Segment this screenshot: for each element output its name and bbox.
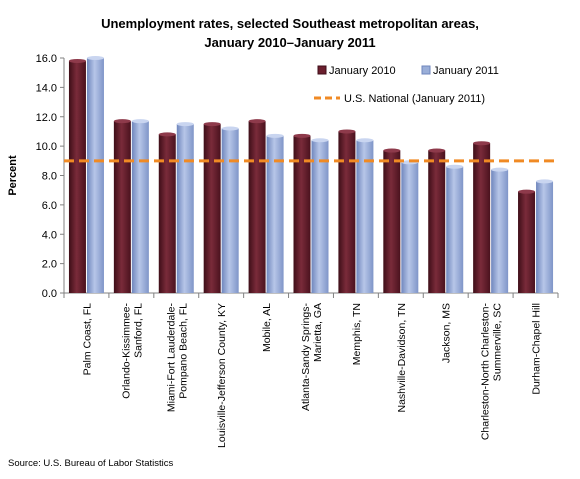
legend-swatch-jan-2011 (421, 65, 431, 75)
x-category-label-line: Memphis, TN (351, 303, 363, 365)
bar-jan-2011 (176, 124, 194, 293)
bar-top (536, 179, 554, 184)
bar-jan-2010 (113, 121, 131, 293)
bar-jan-2010 (203, 124, 221, 293)
x-category-label: Durham-Chapel Hill (531, 303, 543, 395)
x-category-label-line: Atlanta-Sandy Springs- (300, 303, 312, 411)
bar-jan-2010 (248, 121, 266, 293)
y-tick-label: 14.0 (36, 82, 57, 94)
x-category-label: Atlanta-Sandy Springs- Marietta, GA (300, 303, 324, 411)
y-tick-label: 16.0 (36, 53, 57, 65)
x-category-label: Jackson, MS (441, 303, 453, 363)
legend-label: January 2011 (433, 65, 499, 77)
bar-top (203, 122, 221, 127)
x-category-label: Charleston-North Charleston- Summerville,… (480, 303, 504, 441)
y-axis-title: Percent (7, 155, 19, 196)
y-tick-label: 2.0 (42, 259, 57, 271)
bar-top (356, 138, 374, 143)
x-category-label: Palm Coast, FL (81, 303, 93, 376)
y-tick-label: 12.0 (36, 112, 57, 124)
bar-jan-2011 (446, 166, 464, 293)
x-category-label-line: Orlando-Kissimmee- (120, 303, 132, 399)
x-category-label-line: Durham-Chapel Hill (531, 303, 543, 395)
y-tick-label: 6.0 (42, 200, 57, 212)
legend-label: January 2010 (329, 65, 396, 77)
bar-top (293, 133, 311, 138)
bar-jan-2010 (428, 150, 446, 293)
x-category-label: Memphis, TN (351, 303, 363, 365)
bar-top (248, 119, 266, 124)
bar-jan-2011 (311, 140, 329, 293)
x-category-label-line: Summerville, SC (492, 303, 504, 382)
bar-jan-2011 (356, 140, 374, 293)
bar-jan-2010 (518, 191, 536, 293)
x-category-label: Orlando-Kissimmee- Sanford, FL (120, 303, 144, 399)
bar-top (491, 167, 509, 172)
bar-jan-2011 (536, 181, 554, 293)
bar-top (428, 148, 446, 153)
x-category-label-line: Jackson, MS (441, 303, 453, 363)
bar-jan-2010 (338, 131, 356, 293)
bar-jan-2010 (293, 135, 311, 293)
y-tick-label: 10.0 (36, 141, 57, 153)
x-category-label-line: Marietta, GA (312, 303, 324, 362)
y-tick-label: 4.0 (42, 229, 57, 241)
x-category-label-line: Miami-Fort Lauderdale- (165, 302, 177, 412)
bar-top (266, 133, 284, 138)
bar-jan-2010 (68, 60, 86, 293)
bar-top (113, 119, 131, 124)
y-tick-label: 0.0 (42, 288, 57, 300)
chart-title: Unemployment rates, selected Southeast m… (60, 14, 520, 52)
bar-top (68, 58, 86, 63)
bar-top (131, 119, 149, 124)
x-category-label-line: Palm Coast, FL (81, 303, 93, 376)
x-category-label: Miami-Fort Lauderdale- Pompano Beach, FL (165, 302, 189, 412)
bar-jan-2010 (383, 150, 401, 293)
x-category-label-line: Sanford, FL (132, 303, 144, 358)
legend-label: U.S. National (January 2011) (344, 93, 485, 105)
bar-jan-2011 (401, 162, 419, 293)
source-note: Source: U.S. Bureau of Labor Statistics (8, 458, 174, 469)
x-category-label-line: Charleston-North Charleston- (480, 303, 492, 441)
bar-top (338, 129, 356, 134)
x-category-label: Mobile, AL (261, 303, 273, 352)
bar-top (221, 126, 239, 131)
bar-jan-2011 (266, 135, 284, 293)
bar-top (311, 138, 329, 143)
bar-top (446, 164, 464, 169)
bar-top (86, 56, 104, 60)
bar-top (473, 141, 491, 146)
x-category-label-line: Louisville-Jefferson County, KY (216, 303, 228, 448)
bar-top (518, 189, 536, 194)
chart-title-line-2: January 2010–January 2011 (204, 35, 376, 50)
bar-jan-2011 (131, 121, 149, 293)
bar-top (176, 122, 194, 127)
bar-jan-2011 (86, 58, 104, 293)
bar-top (383, 148, 401, 153)
y-tick-label: 8.0 (42, 171, 57, 183)
x-category-label-line: Pompano Beach, FL (177, 303, 189, 399)
x-category-label-line: Mobile, AL (261, 303, 273, 352)
x-category-label: Nashville-Davidson, TN (396, 303, 408, 413)
bar-jan-2011 (491, 169, 509, 293)
bar-jan-2010 (473, 143, 491, 293)
bar-jan-2011 (221, 128, 239, 293)
bar-jan-2010 (158, 134, 176, 293)
x-category-label-line: Nashville-Davidson, TN (396, 303, 408, 413)
x-category-label: Louisville-Jefferson County, KY (216, 303, 228, 448)
bar-top (158, 132, 176, 137)
chart-title-line-1: Unemployment rates, selected Southeast m… (101, 16, 479, 31)
legend-swatch-jan-2010 (317, 65, 327, 75)
